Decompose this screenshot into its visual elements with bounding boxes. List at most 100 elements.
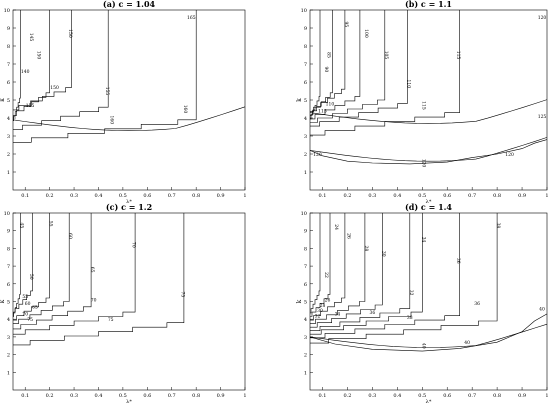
y-tick-label: 6 (7, 80, 10, 86)
contour-label: 160 (182, 105, 188, 114)
x-tick-label: 0.2 (46, 193, 54, 199)
contour-label: 150 (35, 51, 41, 60)
x-tick-label: 0.1 (318, 393, 326, 399)
x-tick-label: 0.7 (168, 193, 176, 199)
contour-label: 120 (538, 15, 547, 21)
contour-label: 115 (318, 109, 327, 115)
x-tick-label: 0.6 (143, 193, 151, 199)
contour-label: 60 (25, 301, 31, 307)
contour-label: 155 (104, 87, 110, 96)
contour-line (13, 10, 197, 143)
y-tick-label: 10 (301, 8, 307, 14)
contour-label: 120 (505, 152, 514, 158)
contour-line (13, 213, 92, 330)
contour-label: 155 (26, 103, 35, 109)
y-tick-label: 2 (304, 152, 307, 158)
contour-line (13, 213, 185, 346)
y-tick-label: 7 (7, 264, 10, 270)
contour-label: 125 (538, 114, 547, 120)
contour-label: 28 (363, 246, 369, 252)
contour-label: 34 (420, 237, 426, 243)
x-tick-label: 0.9 (518, 393, 526, 399)
contour-line (13, 213, 33, 314)
x-tick-label: 0.9 (217, 193, 225, 199)
x-tick-label: 0.2 (343, 193, 351, 199)
contour-label: 145 (28, 33, 34, 42)
contour-label: 95 (343, 22, 349, 28)
x-tick-label: 0.1 (21, 193, 29, 199)
panel-title: (a) c = 1.04 (103, 0, 156, 9)
x-tick-label: 0.3 (70, 393, 78, 399)
contour-line (310, 10, 361, 120)
x-tick-label: 0.1 (318, 193, 326, 199)
y-tick-label: 5 (7, 300, 10, 306)
contour-line (310, 213, 383, 328)
x-tick-label: 0.3 (368, 193, 376, 199)
contour-line (309, 139, 548, 165)
contour-line (310, 213, 498, 344)
y-tick-label: 3 (7, 335, 10, 341)
y-tick-label: 9 (7, 229, 10, 235)
plot-frame (12, 9, 246, 191)
y-tick-label: 10 (4, 8, 10, 14)
y-axis-label: k (0, 299, 6, 303)
y-tick-label: 7 (7, 62, 10, 68)
y-tick-label: 8 (7, 44, 10, 50)
y-tick-label: 5 (304, 98, 307, 104)
contour-label: 150 (50, 85, 59, 91)
contour-label: 55 (48, 221, 54, 227)
y-tick-label: 8 (7, 246, 10, 252)
plot-frame (309, 212, 548, 391)
contour-label: 36 (370, 310, 376, 316)
x-tick-label: 0.4 (94, 193, 102, 199)
contour-label: 110 (326, 101, 335, 107)
contour-label: 50 (28, 274, 34, 280)
y-tick-label: 8 (304, 44, 307, 50)
x-tick-label: 0.8 (192, 393, 200, 399)
y-tick-label: 4 (7, 116, 10, 122)
contour-line (310, 213, 346, 321)
x-tick-label: 0.6 (443, 393, 451, 399)
chart-panel-1: (b) c = 1.1 1 2 3 4 5 6 7 8 9 10 0.1 0.2 0.3 0.4 0.5 0.6… (296, 0, 549, 205)
x-tick-label: 0.5 (418, 193, 426, 199)
contour-line (310, 10, 333, 116)
y-tick-label: 3 (304, 335, 307, 341)
contour-line (310, 213, 321, 314)
x-axis-label: λ* (426, 399, 432, 404)
y-axis-label: k (296, 98, 303, 102)
y-tick-label: 6 (7, 282, 10, 288)
y-tick-label: 6 (304, 282, 307, 288)
y-tick-label: 1 (7, 370, 10, 376)
contour-label: 45 (18, 223, 24, 229)
x-tick-label: 0.7 (468, 393, 476, 399)
x-tick-label: 0.4 (94, 393, 102, 399)
x-tick-label: 0.1 (21, 393, 29, 399)
y-tick-label: 8 (304, 246, 307, 252)
contour-label: 160 (109, 116, 115, 125)
contour-line (13, 213, 70, 324)
y-tick-label: 2 (7, 353, 10, 359)
chart-panel-0: (a) c = 1.04 1 2 3 4 5 6 7 8 9 10 0.1 0.2 0.3 0.4 0.5 0.… (0, 0, 247, 205)
x-tick-label: 0.4 (393, 193, 401, 199)
x-tick-label: 0.8 (493, 193, 501, 199)
contour-label: 90 (323, 67, 329, 73)
contour-label: 55 (22, 294, 28, 300)
contour-label: 36 (455, 258, 461, 264)
y-axis-label: k (0, 98, 6, 102)
panel-title: (d) c = 1.4 (405, 202, 452, 212)
contour-label: 38 (407, 315, 413, 321)
x-axis-label: λ* (126, 199, 132, 205)
contour-label: 60 (67, 233, 73, 239)
y-tick-label: 5 (7, 98, 10, 104)
x-tick-label: 0.8 (192, 193, 200, 199)
contour-line (310, 213, 423, 335)
contour-line (309, 313, 548, 352)
x-axis-label: λ* (126, 399, 132, 404)
x-tick-label: 0.9 (217, 393, 225, 399)
contour-label: 32 (315, 313, 321, 319)
contour-label: 28 (320, 303, 326, 309)
contour-line (310, 10, 321, 120)
x-tick-label: 1 (243, 393, 246, 399)
